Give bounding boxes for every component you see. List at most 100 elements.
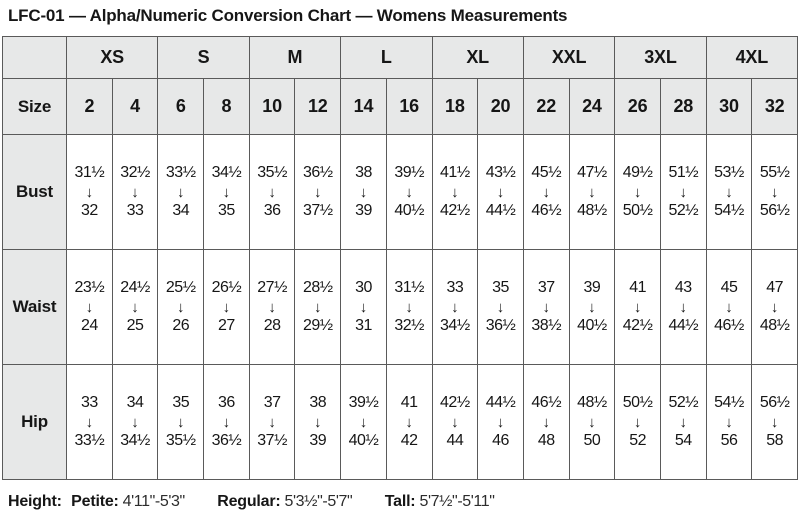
range-from: 32½ — [120, 164, 150, 182]
down-arrow-icon: ↓ — [679, 413, 688, 431]
range-stack: 35 ↓ 35½ — [158, 394, 203, 450]
down-arrow-icon: ↓ — [496, 183, 505, 201]
range-stack: 45 ↓ 46½ — [707, 279, 752, 335]
down-arrow-icon: ↓ — [588, 413, 596, 431]
range-to: 46 — [492, 431, 509, 449]
measurement-cell: 42½ ↓ 44 — [431, 364, 479, 480]
down-arrow-icon: ↓ — [496, 298, 505, 316]
measurement-cell: 23½ ↓ 24 — [66, 249, 113, 365]
numeric-size-header: 22 — [522, 78, 570, 135]
measurement-cell: 37 ↓ 38½ — [522, 249, 570, 365]
height-label: Height: — [8, 493, 62, 510]
numeric-size-header: 12 — [294, 78, 342, 135]
numeric-size-header: 2 — [66, 78, 113, 135]
regular-range: 5'3½"-5'7" — [284, 493, 353, 510]
range-stack: 37 ↓ 37½ — [250, 394, 295, 450]
down-arrow-icon: ↓ — [633, 183, 642, 201]
range-stack: 49½ ↓ 50½ — [615, 164, 660, 220]
range-stack: 39½ ↓ 40½ — [387, 164, 432, 220]
range-to: 33 — [126, 201, 144, 219]
down-arrow-icon: ↓ — [633, 298, 642, 316]
petite-range: 4'11"-5'3" — [122, 493, 186, 510]
range-from: 54½ — [714, 394, 744, 412]
range-stack: 44½ ↓ 46 — [478, 394, 523, 450]
range-to: 34½ — [440, 316, 470, 334]
numeric-size-header: 24 — [568, 78, 616, 135]
range-from: 44½ — [485, 394, 516, 412]
table-row: Bust 31½ ↓ 32 32½ ↓ 33 33½ ↓ 34 34½ ↓ 35 35½ ↓ 36 36½ ↓ 37… — [2, 134, 798, 250]
measurement-cell: 38 ↓ 39 — [294, 364, 342, 480]
measurement-cell: 32½ ↓ 33 — [111, 134, 159, 250]
range-to: 36 — [263, 201, 281, 219]
range-to: 25 — [126, 316, 144, 334]
range-to: 32½ — [394, 316, 424, 334]
range-to: 46½ — [714, 316, 744, 334]
range-from: 52½ — [668, 394, 699, 412]
table-row: Waist 23½ ↓ 24 24½ ↓ 25 25½ ↓ 26 26½ ↓ 27 27½ ↓ 28 28½ ↓ 2… — [2, 249, 798, 365]
down-arrow-icon: ↓ — [725, 413, 733, 431]
range-from: 49½ — [622, 164, 653, 182]
range-to: 48½ — [759, 316, 790, 334]
down-arrow-icon: ↓ — [222, 183, 231, 201]
down-arrow-icon: ↓ — [451, 413, 459, 431]
down-arrow-icon: ↓ — [176, 298, 185, 316]
range-from: 39 — [583, 279, 601, 297]
range-to: 48½ — [577, 201, 607, 219]
range-from: 46½ — [531, 394, 562, 412]
range-stack: 28½ ↓ 29½ — [295, 279, 340, 335]
range-from: 41 — [629, 279, 646, 297]
range-to: 46½ — [531, 201, 562, 219]
measurement-cell: 41 ↓ 42½ — [614, 249, 661, 365]
range-stack: 33 ↓ 33½ — [67, 394, 112, 450]
range-to: 29½ — [302, 316, 333, 334]
down-arrow-icon: ↓ — [314, 413, 322, 431]
down-arrow-icon: ↓ — [770, 183, 779, 201]
tall-label: Tall: — [384, 493, 416, 510]
range-from: 39½ — [348, 394, 379, 412]
range-stack: 31½ ↓ 32 — [67, 164, 112, 220]
range-from: 34 — [126, 394, 144, 412]
range-to: 28 — [263, 316, 281, 334]
range-stack: 31½ ↓ 32½ — [387, 279, 432, 335]
range-stack: 32½ ↓ 33 — [113, 164, 158, 220]
range-stack: 50½ ↓ 52 — [615, 394, 660, 450]
range-stack: 38 ↓ 39 — [341, 164, 386, 220]
alpha-size-header: L — [340, 36, 433, 79]
measurement-cell: 49½ ↓ 50½ — [614, 134, 661, 250]
numeric-size-header: 32 — [751, 78, 798, 135]
range-to: 39 — [355, 201, 372, 219]
measurement-cell: 35 ↓ 36½ — [477, 249, 524, 365]
range-from: 25½ — [165, 279, 196, 297]
numeric-size-header: 16 — [385, 78, 433, 135]
range-stack: 46½ ↓ 48 — [524, 394, 569, 450]
down-arrow-icon: ↓ — [359, 413, 368, 431]
range-from: 38 — [355, 164, 372, 182]
down-arrow-icon: ↓ — [496, 413, 505, 431]
down-arrow-icon: ↓ — [268, 298, 276, 316]
range-stack: 41 ↓ 42½ — [615, 279, 660, 335]
measurement-cell: 56½ ↓ 58 — [751, 364, 798, 480]
down-arrow-icon: ↓ — [770, 413, 779, 431]
range-stack: 33 ↓ 34½ — [433, 279, 478, 335]
range-stack: 33½ ↓ 34 — [158, 164, 203, 220]
measurement-cell: 35½ ↓ 36 — [248, 134, 296, 250]
range-stack: 43 ↓ 44½ — [661, 279, 706, 335]
table-row: Hip 33 ↓ 33½ 34 ↓ 34½ 35 ↓ 35½ 36 ↓ 36½ 37 ↓ 37½ 38 ↓ 39 39… — [2, 364, 798, 480]
petite-label: Petite: — [71, 493, 119, 510]
measurement-cell: 39½ ↓ 40½ — [385, 134, 433, 250]
range-to: 31 — [355, 316, 372, 334]
measurement-cell: 43½ ↓ 44½ — [477, 134, 524, 250]
range-from: 56½ — [759, 394, 790, 412]
range-stack: 30 ↓ 31 — [341, 279, 386, 335]
range-stack: 48½ ↓ 50 — [570, 394, 615, 450]
down-arrow-icon: ↓ — [314, 298, 322, 316]
range-stack: 34½ ↓ 35 — [204, 164, 249, 220]
range-stack: 54½ ↓ 56 — [707, 394, 752, 450]
range-from: 43 — [674, 279, 692, 297]
range-stack: 56½ ↓ 58 — [752, 394, 797, 450]
measurement-cell: 48½ ↓ 50 — [568, 364, 616, 480]
range-stack: 36 ↓ 36½ — [204, 394, 249, 450]
measurement-cell: 50½ ↓ 52 — [614, 364, 661, 480]
down-arrow-icon: ↓ — [359, 298, 368, 316]
measurement-cell: 28½ ↓ 29½ — [294, 249, 342, 365]
